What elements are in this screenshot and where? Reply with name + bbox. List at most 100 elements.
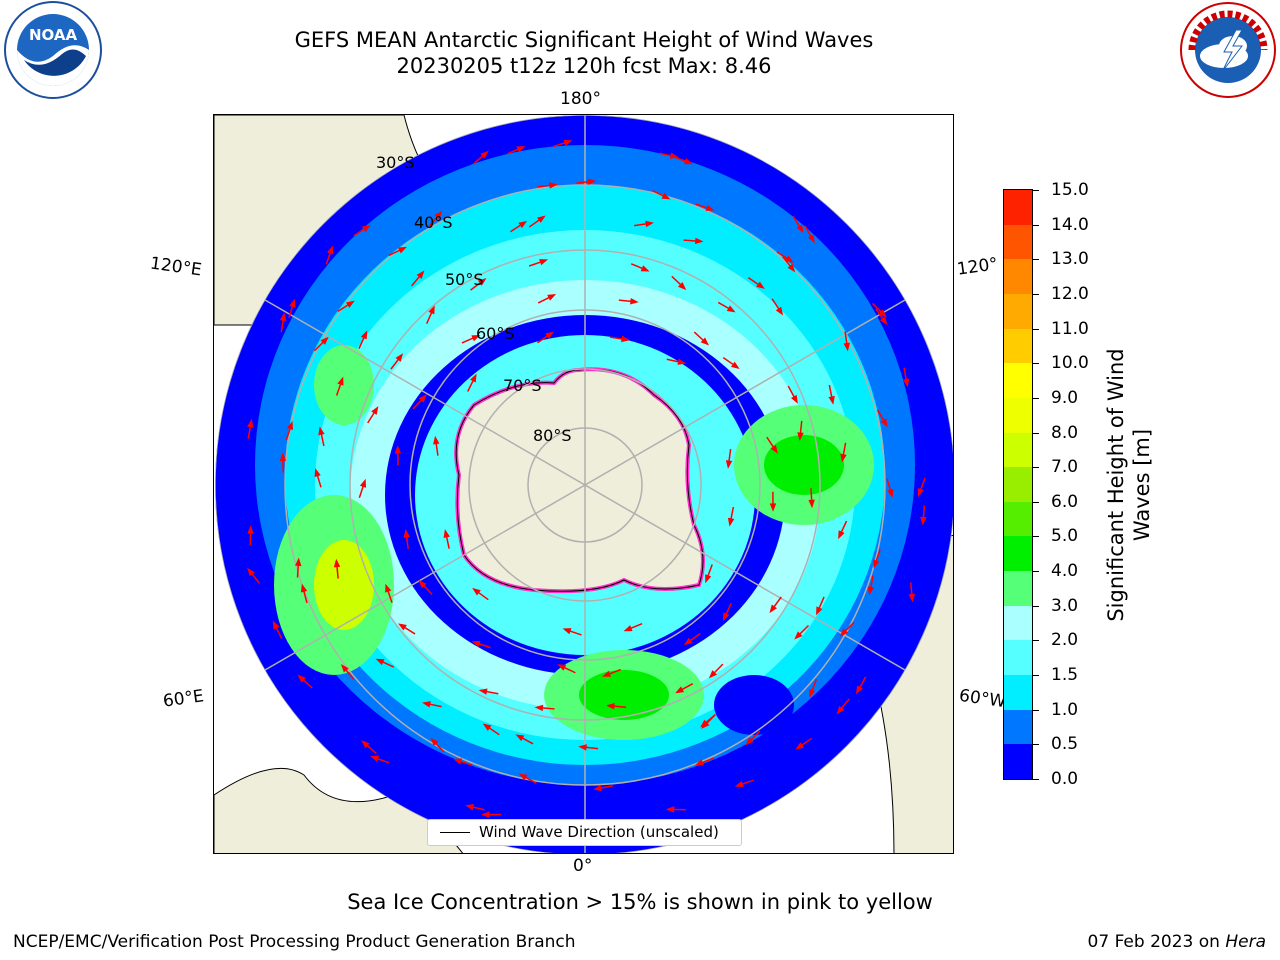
nws-logo (1180, 2, 1276, 98)
wind-arrow-head (726, 305, 736, 313)
wind-arrow-head (534, 704, 544, 712)
wind-arrow-head (734, 780, 744, 787)
wind-arrow-head (606, 702, 615, 710)
graticule (215, 115, 953, 853)
wind-arrow-head (769, 604, 777, 614)
wind-arrow-head (480, 150, 489, 159)
wind-arrow-head (661, 192, 671, 200)
map-canvas (214, 115, 953, 853)
colorbar-band (1004, 362, 1032, 398)
wind-arrow-head (902, 378, 910, 388)
colorbar-tick-label: 0.0 (1051, 769, 1079, 789)
footer-date: 07 Feb 2023 on Hera (1088, 932, 1266, 952)
wind-arrow-head (482, 723, 492, 731)
wind-arrow-head (327, 245, 334, 255)
wind-arrow-head (701, 720, 710, 729)
wind-arrow-head (808, 499, 815, 509)
colorbar-tick-label: 2.0 (1051, 630, 1079, 651)
wind-arrow-head (537, 215, 546, 223)
wind-arrow-head (418, 394, 427, 403)
wind-arrow-head (917, 488, 924, 498)
wind-arrow-head (587, 178, 597, 185)
wind-arrow-head (675, 686, 685, 694)
colorbar-band (1004, 570, 1032, 606)
wind-arrow-head (337, 376, 344, 386)
colorbar-tick-label: 1.5 (1051, 665, 1079, 686)
wind-arrow-head (708, 670, 717, 679)
legend-label: Wind Wave Direction (unscaled) (479, 823, 719, 841)
wind-arrow-head (539, 259, 549, 266)
colorbar-tick-label: 8.0 (1051, 422, 1079, 443)
colorbar-tick-label: 5.0 (1051, 526, 1079, 547)
wind-arrow-head (705, 204, 715, 211)
wind-arrow-head (394, 445, 402, 454)
colorbar (1003, 189, 1033, 780)
colorbar-band (1004, 189, 1032, 225)
colorbar-band (1004, 709, 1032, 745)
wind-arrow-head (318, 426, 325, 436)
colorbar-tick (1033, 605, 1039, 607)
colorbar-tick-label: 3.0 (1051, 595, 1079, 616)
chart-title: GEFS MEAN Antarctic Significant Height o… (294, 28, 874, 52)
lon-label-0: 0° (573, 856, 593, 876)
wind-arrow-head (873, 559, 880, 569)
colorbar-tick (1033, 467, 1039, 469)
wind-arrow-head (279, 312, 287, 322)
wind-arrow-head (430, 737, 439, 747)
wind-arrow-head (828, 395, 835, 405)
chart-subtitle: 20230205 t12z 120h fcst Max: 8.46 (396, 54, 772, 78)
wind-arrow-head (360, 330, 368, 340)
colorbar-tick (1033, 328, 1039, 330)
colorbar-tick-label: 6.0 (1051, 491, 1079, 512)
wind-arrow-head (645, 220, 654, 228)
colorbar-band (1004, 605, 1032, 641)
colorbar-tick-label: 14.0 (1051, 214, 1089, 235)
noaa-logo-text: NOAA (29, 26, 78, 44)
colorbar-band (1004, 674, 1032, 710)
colorbar-band (1004, 258, 1032, 294)
colorbar-tick (1033, 744, 1039, 746)
footer-date-text: 07 Feb 2023 on (1087, 932, 1226, 952)
wind-arrow-head (478, 688, 488, 695)
wind-arrow-head (838, 530, 845, 540)
wind-arrow-head (843, 342, 850, 352)
wind-arrow-head (297, 674, 306, 683)
wind-arrow-head (279, 452, 287, 461)
colorbar-band (1004, 743, 1032, 779)
wind-arrow-head (333, 558, 341, 568)
wind-arrow-head (797, 432, 804, 441)
colorbar-tick (1033, 432, 1039, 434)
wind-arrow-head (807, 234, 815, 244)
colorbar-tick (1033, 363, 1039, 365)
wind-arrow-head (340, 664, 349, 673)
wind-arrow-head (470, 373, 477, 383)
colorbar-tick-label: 12.0 (1051, 283, 1089, 304)
lat-label-40s: 40°S (414, 213, 453, 232)
lon-label-180: 180° (560, 89, 601, 109)
colorbar-tick-label: 15.0 (1051, 180, 1089, 200)
wind-arrow-head (471, 334, 481, 342)
colorbar-band (1004, 397, 1032, 433)
wind-arrow-head (272, 620, 280, 630)
colorbar-band (1004, 432, 1032, 468)
colorbar-tick (1033, 224, 1039, 226)
wind-arrow-head (434, 210, 443, 220)
wind-arrow-head (722, 612, 730, 622)
wind-arrow-head (428, 305, 435, 315)
colorbar-tick (1033, 571, 1039, 573)
wind-arrow-head (867, 586, 875, 596)
wind-arrow-head (320, 336, 329, 345)
wind-arrow-head (796, 224, 804, 234)
wind-arrow-head (375, 658, 385, 666)
wind-arrow-head (465, 804, 475, 811)
wind-arrow-head (640, 265, 650, 272)
wind-arrow-head (855, 685, 863, 695)
wind-arrow-head (880, 418, 888, 428)
lat-label-70s: 70°S (503, 376, 542, 395)
footer-host: Hera (1225, 932, 1266, 952)
wind-arrow-head (515, 734, 525, 742)
colorbar-tick (1033, 536, 1039, 538)
wind-arrow-head (727, 517, 735, 527)
wind-arrow-head (547, 293, 557, 301)
wind-arrow-head (453, 758, 463, 765)
